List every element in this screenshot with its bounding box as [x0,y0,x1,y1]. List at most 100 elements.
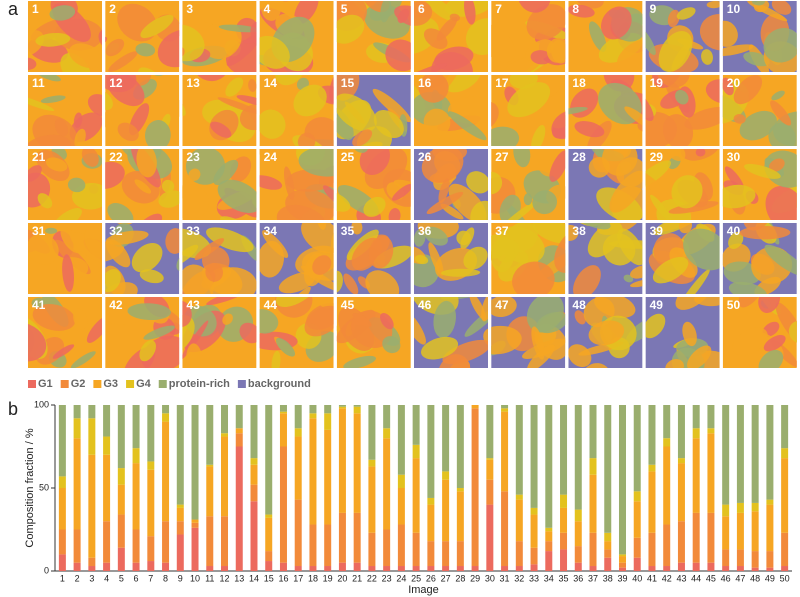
image-texture [423,226,448,246]
image-texture [501,201,538,220]
bar-segment [309,418,317,525]
bar-segment [648,405,656,465]
bar-segment [221,433,229,437]
bar-segment [530,514,538,548]
image-texture [380,312,394,330]
x-tick-label: 25 [411,573,421,583]
image-tile [491,297,566,368]
image-texture [671,175,703,209]
image-texture [161,179,175,193]
image-label: 31 [32,224,46,238]
image-tile [645,149,720,220]
legend-swatch [60,380,69,388]
image-texture [667,9,680,28]
image-texture [549,150,566,182]
bar-segment [486,458,494,460]
image-texture [139,340,156,362]
bar-segment [383,529,391,567]
image-texture [568,106,588,115]
image-label: 29 [650,150,664,164]
image-texture [491,126,520,146]
image-texture [414,63,448,72]
image-texture [219,216,245,220]
x-tick-label: 7 [148,573,153,583]
bar-segment [206,464,214,467]
bar-segment [324,524,332,567]
bar-segment [766,551,774,568]
image-texture [658,30,693,72]
x-tick-label: 43 [676,573,686,583]
x-tick-label: 30 [485,573,495,583]
bar-segment [162,405,170,414]
bar-segment [515,499,523,542]
bar-segment [618,405,626,555]
image-label: 48 [572,298,586,312]
image-texture [365,270,400,294]
image-texture [191,297,212,304]
image-texture [105,269,121,293]
image-texture [67,177,86,193]
x-tick-label: 47 [735,573,745,583]
bar-segment [191,405,199,520]
bar-segment [604,557,612,571]
bar-segment [103,454,111,522]
image-label: 32 [109,224,123,238]
bar-segment [692,512,700,563]
bar-segment [338,408,346,513]
image-texture [239,322,257,344]
bar-segment [132,448,140,464]
image-texture [512,261,555,294]
image-texture [722,184,756,209]
x-tick-label: 41 [647,573,657,583]
bar-segment [442,405,450,472]
bar-segment [162,413,170,422]
image-texture [135,43,156,57]
x-tick-label: 42 [662,573,672,583]
bar-segment [633,501,641,538]
bar-segment [368,532,376,567]
bar-segment [324,429,332,525]
bar-segment [545,541,553,552]
image-texture [501,55,542,72]
image-label: 44 [264,298,278,312]
image-texture [751,138,776,146]
image-texture [363,196,386,217]
bar-segment [722,516,730,550]
bar-segment [73,438,81,530]
bar-segment [471,408,479,567]
bar-segment [486,459,494,480]
image-texture [733,75,763,105]
image-texture [165,228,180,254]
image-texture [84,226,102,258]
image-texture [31,297,45,308]
bar-segment [294,436,302,500]
bar-segment [456,566,464,571]
image-texture [28,165,42,182]
image-texture [758,349,784,368]
bar-segment [265,551,273,562]
image-tile [259,149,334,220]
image-texture [768,158,785,172]
bar-segment [663,566,671,571]
bar-segment [560,494,568,508]
legend-swatch [93,380,102,388]
bar-segment [574,509,582,522]
image-label: 33 [186,224,200,238]
image-tile [491,75,566,146]
bar-segment [618,554,626,557]
image-texture [764,244,797,276]
bar-segment [73,529,81,563]
image-texture [294,1,319,25]
bar-segment [176,521,184,535]
image-label: 25 [341,150,355,164]
image-texture [392,183,411,201]
image-texture [388,208,401,220]
bar-segment [162,421,170,522]
image-texture [518,1,551,13]
bar-segment [412,566,420,571]
image-texture [695,149,706,157]
image-texture [293,84,327,117]
image-texture [771,1,792,15]
image-texture [248,79,257,92]
